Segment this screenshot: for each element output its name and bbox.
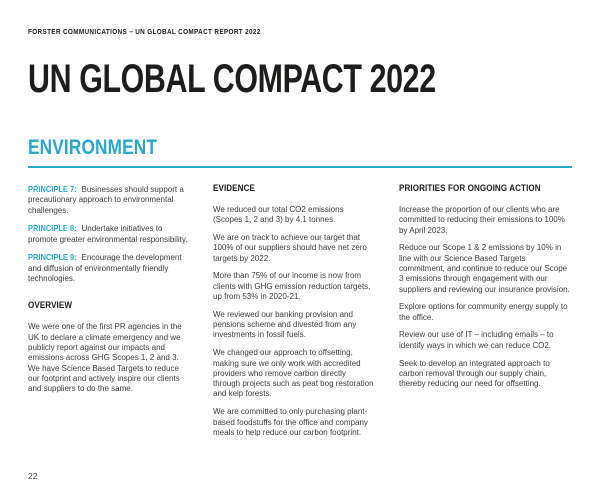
evidence-paragraph: We reviewed our banking provision and pe… [213,309,357,340]
evidence-heading: EVIDENCE [213,183,255,194]
evidence-paragraph: We are committed to only purchasing plan… [213,407,368,437]
priorities-paragraph: Review our use of IT – including emails … [399,330,554,350]
evidence-paragraph: We reduced our total CO2 emissions (Scop… [213,205,344,225]
content-columns: PRINCIPLE 7: Businesses should support a… [28,184,572,446]
priorities-paragraph: Seek to develop an integrated approach t… [399,358,550,389]
priorities-paragraph: Reduce our Scope 1 & 2 emissions by 10% … [399,243,570,294]
principle-item: PRINCIPLE 8: Undertake initiatives to pr… [28,223,188,245]
evidence-paragraph: More than 75% of our income is now from … [213,271,371,302]
principle-9-label: PRINCIPLE 9: [28,252,77,263]
principle-8-text: Undertake initiatives to promote greater… [28,224,188,244]
principle-8-label: PRINCIPLE 8: [28,223,77,234]
evidence-paragraph: We changed our approach to offsetting, m… [213,348,374,399]
overview-paragraph: We were one of the first PR agencies in … [28,322,182,394]
overview-heading: OVERVIEW [28,300,73,312]
principle-7-text: Businesses should support a precautionar… [28,185,184,215]
section-divider [28,166,572,168]
column-evidence: EVIDENCE We reduced our total CO2 emissi… [213,184,374,446]
priorities-heading: PRIORITIES FOR ONGOING ACTION [399,183,541,194]
principle-9-text: Encourage the development and diffusion … [28,253,182,284]
report-eyebrow: FORSTER COMMUNICATIONS – UN GLOBAL COMPA… [28,27,261,36]
page-number: 22 [28,471,38,481]
priorities-paragraph: Explore options for community energy sup… [399,302,568,322]
page-title: UN GLOBAL COMPACT 2022 [28,57,436,101]
evidence-paragraph: We are on track to achieve our target th… [213,233,367,263]
principle-7-label: PRINCIPLE 7: [28,184,77,194]
section-heading-environment: ENVIRONMENT [28,136,158,159]
column-principles: PRINCIPLE 7: Businesses should support a… [28,184,188,446]
principle-item: PRINCIPLE 9: Encourage the development a… [28,252,188,284]
column-priorities: PRIORITIES FOR ONGOING ACTION Increase t… [399,184,572,446]
principle-item: PRINCIPLE 7: Businesses should support a… [28,184,188,216]
priorities-paragraph: Increase the proportion of our clients w… [399,205,565,235]
